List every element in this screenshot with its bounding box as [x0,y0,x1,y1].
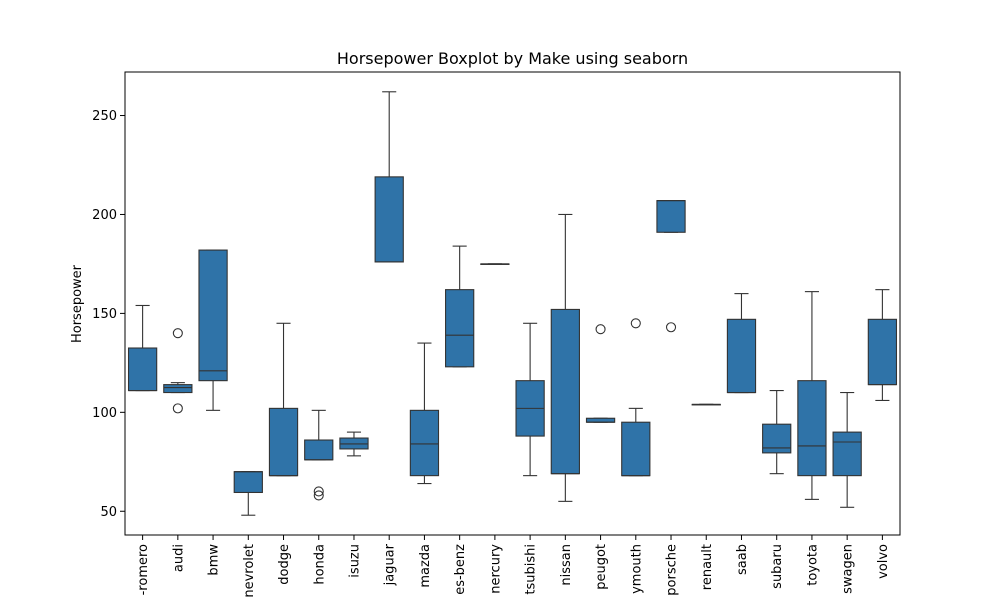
x-tick-label: volvo [876,544,891,579]
box-chevrolet [233,471,263,494]
x-tick-label: -romero [136,544,151,595]
outlier-honda [313,486,324,497]
box-toyota [797,380,827,477]
y-tick-label: 200 [92,208,117,223]
box-dodge [268,407,299,477]
y-tick-label: 50 [100,505,117,520]
box-porsche [656,200,686,233]
box-mazda [409,409,440,477]
x-tick-label: bmw [207,544,222,576]
box-volkswagen [832,431,862,477]
x-tick-label: nercury [488,544,503,594]
outlier-audi [172,328,183,339]
x-tick-label: ymouth [629,544,644,594]
chart-title: Horsepower Boxplot by Make using seaborn [337,49,688,68]
outlier-audi [172,403,183,414]
x-tick-label: swagen [841,544,856,594]
plot-area: 50 100 150 200 250 -romero audi bmw nevrolet dodg… [92,71,901,598]
outlier-honda [313,490,324,501]
x-tick-label: audi [171,544,186,572]
outlier-peugot [595,324,606,335]
x-tick-label: subaru [770,544,785,589]
x-tick-label: tsubishi [524,544,539,595]
box-alfa-romero [127,347,158,392]
box-saab [726,318,757,394]
box-mercedes-benz [445,289,475,368]
y-tick-label: 250 [92,109,117,124]
x-tick-label: honda [312,544,327,585]
y-tick-label: 100 [92,406,117,421]
y-tick-label: 150 [92,307,117,322]
x-tick-label: saab [735,544,750,575]
x-tick-label: peugot [594,544,609,590]
x-tick-label: renault [700,544,715,590]
box-nissan [550,308,580,475]
outlier-porsche [665,322,677,333]
box-jaguar [374,176,404,263]
plot-frame [124,71,901,536]
x-tick-label: isuzu [347,544,362,578]
x-tick-label: dodge [277,544,292,585]
x-tick-label: mazda [418,544,433,588]
box-subaru [762,423,792,454]
box-honda [304,439,334,461]
x-tick-label: nissan [559,544,574,586]
x-tick-label: es-benz [453,544,468,595]
box-peugot [585,417,616,423]
x-tick-label: nevrolet [242,544,257,598]
x-tick-label: porsche [665,544,680,596]
x-tick-label: toyota [805,544,820,586]
box-bmw [198,249,228,382]
outlier-plymouth [630,318,641,329]
y-axis-label: Horsepower [70,264,85,343]
box-volvo [867,318,898,386]
box-plymouth [621,421,651,477]
box-audi [163,384,193,394]
x-tick-label: jaguar [383,543,398,586]
